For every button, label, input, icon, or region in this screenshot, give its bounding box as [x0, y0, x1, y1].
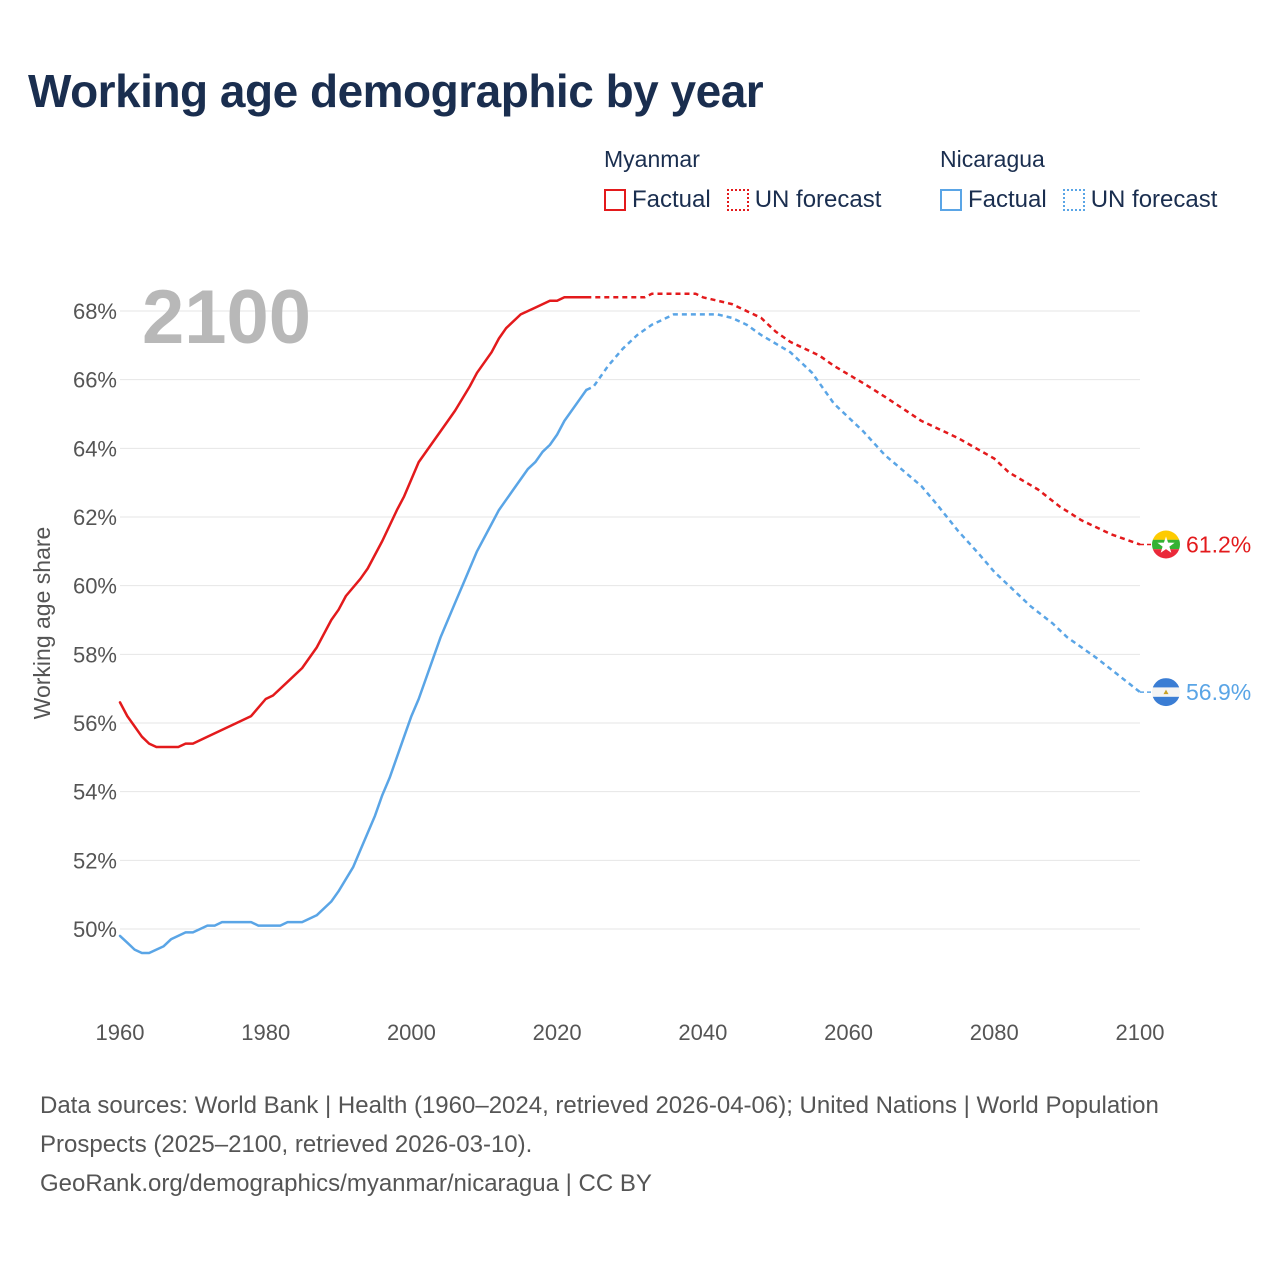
legend-swatch-dotted-icon — [726, 189, 749, 211]
series-line-myanmar-forecast[interactable] — [586, 292, 1141, 546]
flag-nicaragua-icon — [1152, 678, 1180, 707]
y-axis-title: Working age share — [29, 527, 55, 720]
end-value-label-nicaragua: 56.9% — [1186, 679, 1251, 705]
end-marker-nicaragua: 56.9% — [1140, 678, 1251, 707]
y-tick-label: 60% — [73, 574, 117, 599]
source-link[interactable]: GeoRank.org/demographics/myanmar/nicarag… — [40, 1170, 652, 1197]
x-axis: 1960 1980 2000 2020 2040 2060 2080 2100 — [96, 1020, 1165, 1045]
y-tick-label: 68% — [73, 299, 117, 324]
legend-swatch-dotted-icon — [1062, 189, 1085, 211]
x-tick-label: 2040 — [678, 1020, 727, 1045]
flag-myanmar-icon — [1152, 530, 1180, 559]
series-layer — [118, 292, 1141, 955]
y-tick-label: 66% — [73, 368, 117, 393]
legend-label: Factual — [968, 186, 1047, 213]
series-line-myanmar-factual[interactable] — [118, 296, 588, 749]
x-tick-label: 2000 — [387, 1020, 436, 1045]
y-tick-label: 64% — [73, 436, 117, 461]
legend-item-nicaragua-factual[interactable]: Factual — [940, 186, 1047, 214]
legend-label: UN forecast — [754, 186, 882, 213]
legend-country-myanmar: Myanmar — [604, 146, 700, 172]
x-tick-label: 2060 — [824, 1020, 873, 1045]
y-tick-label: 62% — [73, 505, 117, 530]
y-tick-label: 58% — [73, 642, 117, 667]
legend-group-nicaragua: Nicaragua Factual UN forecast — [940, 146, 1233, 214]
legend-label: Factual — [632, 186, 711, 213]
legend-item-nicaragua-forecast[interactable]: UN forecast — [1062, 186, 1218, 214]
end-value-label-myanmar: 61.2% — [1186, 531, 1251, 557]
x-tick-label: 2020 — [533, 1020, 582, 1045]
y-axis: 50% 52% 54% 56% 58% 60% 62% 64% 66% 68% — [73, 299, 117, 942]
x-tick-label: 2100 — [1116, 1020, 1165, 1045]
legend-swatch-solid-icon — [940, 189, 962, 211]
legend-item-myanmar-factual[interactable]: Factual — [604, 186, 711, 214]
series-line-nicaragua-forecast[interactable] — [585, 313, 1141, 694]
footer: Data sources: World Bank | Health (1960–… — [40, 1086, 1240, 1203]
gridlines — [120, 310, 1140, 930]
y-tick-label: 56% — [73, 711, 117, 736]
x-tick-label: 1960 — [96, 1020, 145, 1045]
chart-title: Working age demographic by year — [28, 65, 764, 117]
legend-country-nicaragua: Nicaragua — [940, 146, 1045, 172]
y-tick-label: 54% — [73, 780, 117, 805]
line-chart: 50% 52% 54% 56% 58% 60% 62% 64% 66% 68% 1960 1980 2… — [29, 275, 1251, 1045]
legend-label: UN forecast — [1090, 186, 1218, 213]
end-markers: 61.2% 56.9% — [1140, 530, 1251, 707]
legend-swatch-solid-icon — [604, 189, 626, 211]
data-sources-text: Data sources: World Bank | Health (1960–… — [40, 1092, 1159, 1158]
series-line-nicaragua-factual[interactable] — [118, 388, 588, 955]
x-tick-label: 1980 — [241, 1020, 290, 1045]
legend-item-myanmar-forecast[interactable]: UN forecast — [726, 186, 882, 214]
end-marker-myanmar: 61.2% — [1140, 530, 1251, 559]
y-tick-label: 52% — [73, 848, 117, 873]
year-watermark: 2100 — [142, 275, 311, 360]
x-tick-label: 2080 — [970, 1020, 1019, 1045]
legend-group-myanmar: Myanmar Factual UN forecast — [604, 146, 897, 214]
y-tick-label: 50% — [73, 917, 117, 942]
